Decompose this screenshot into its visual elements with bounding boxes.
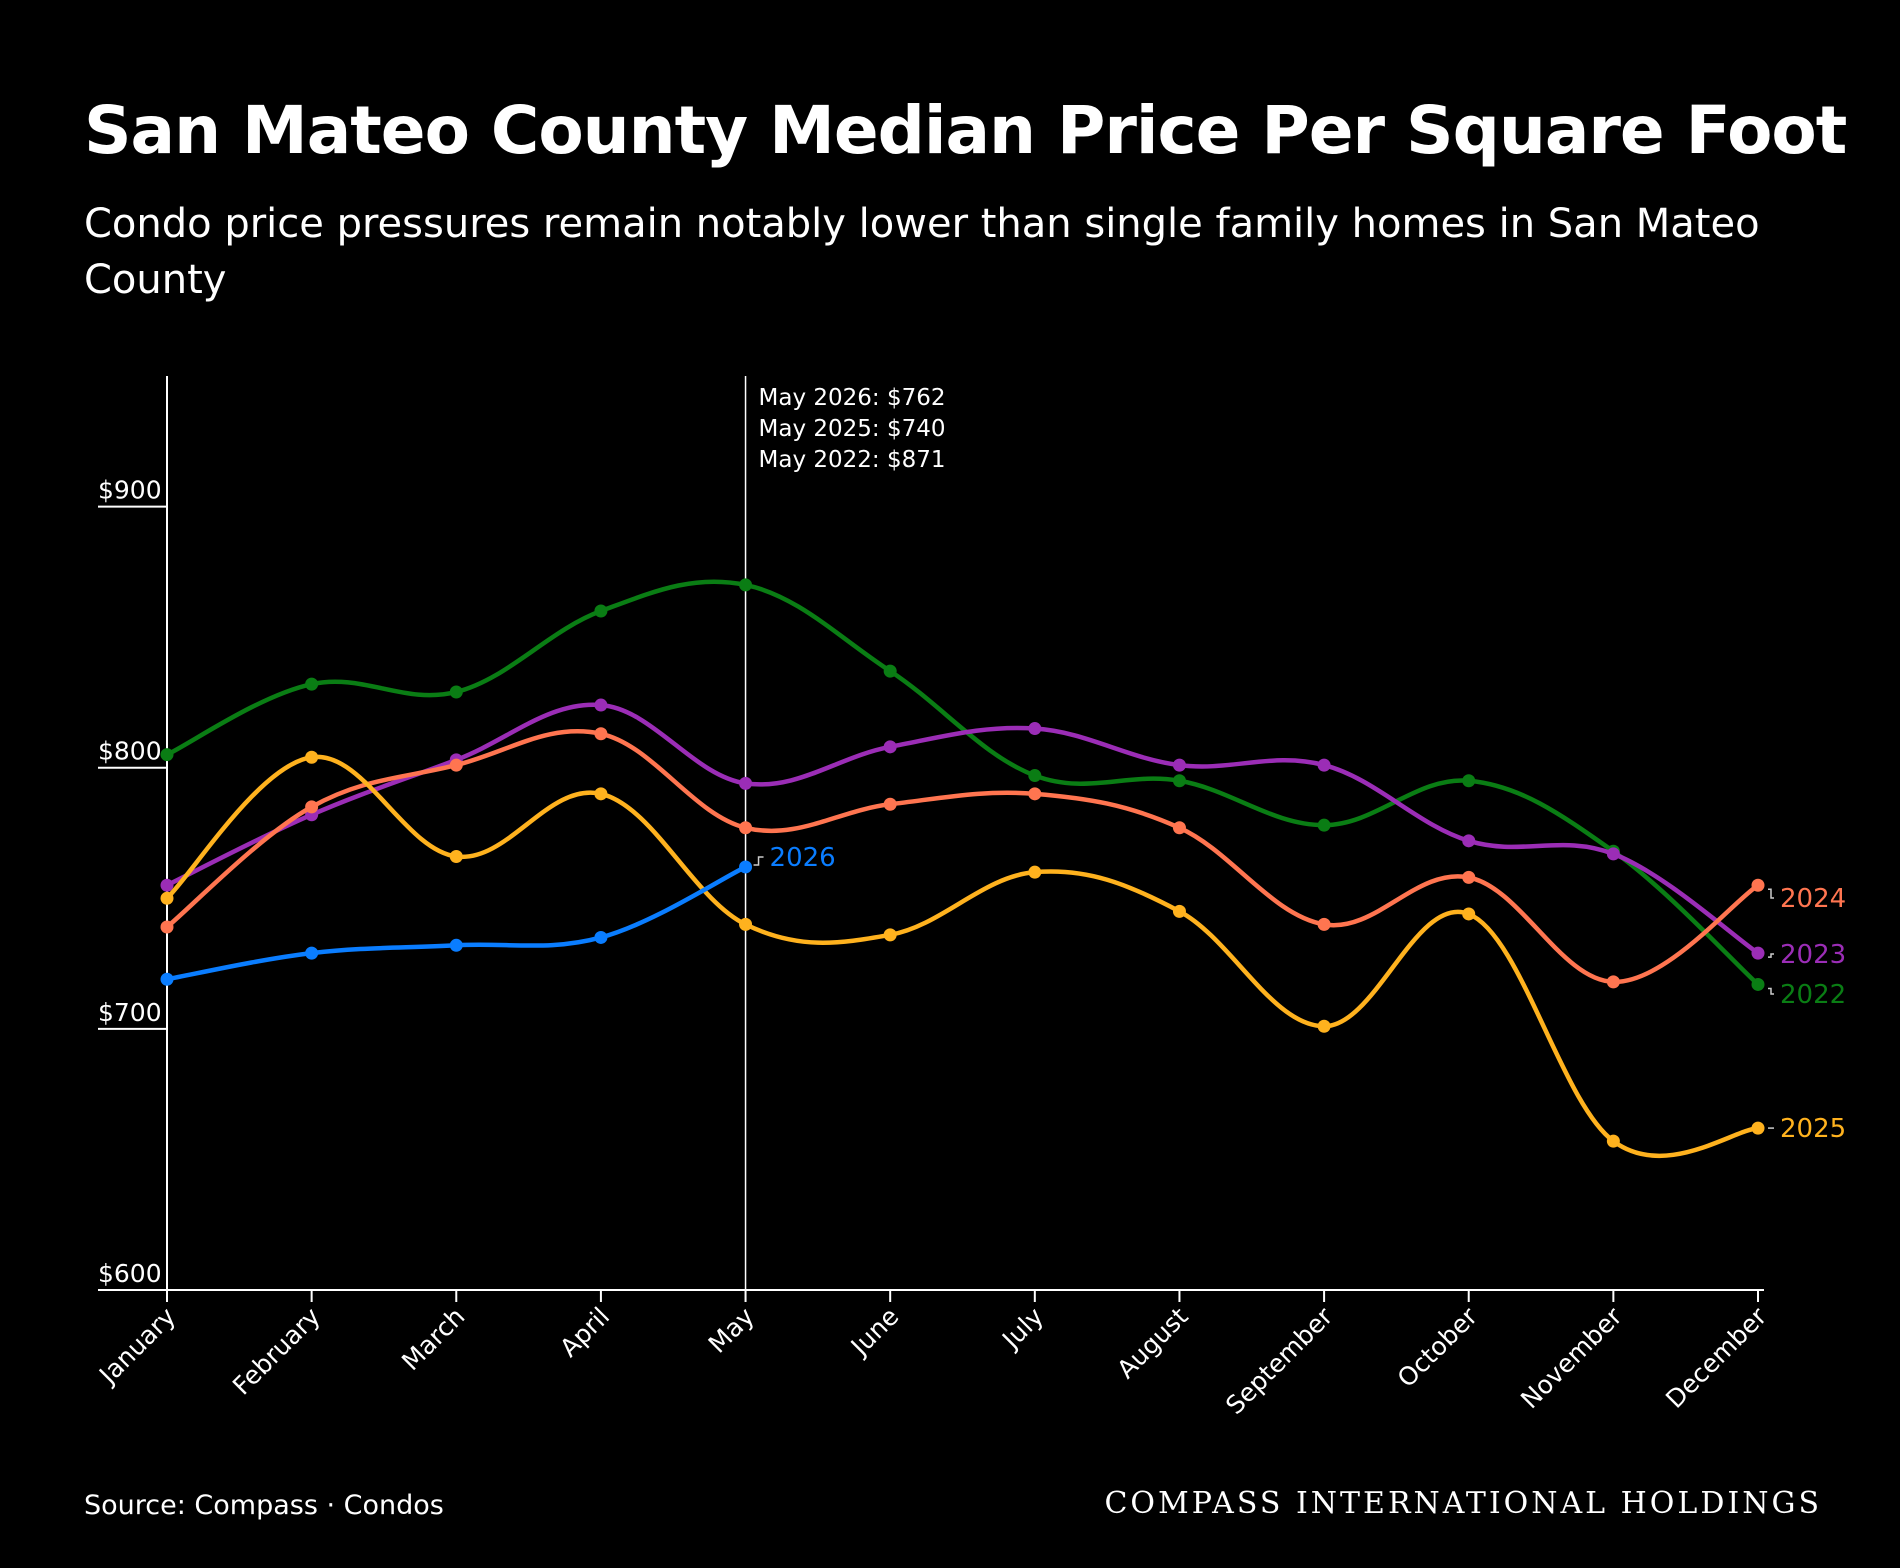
data-point-2022 xyxy=(1172,774,1186,788)
series-label-2024: 2024 xyxy=(1768,884,1846,914)
series-label-leader xyxy=(1768,888,1774,899)
data-point-2023 xyxy=(883,740,897,754)
data-point-2026 xyxy=(160,972,174,986)
x-tick-label: May xyxy=(703,1302,760,1359)
data-point-2024 xyxy=(594,727,608,741)
source-note: Source: Compass · Condos xyxy=(84,1490,444,1521)
data-point-2022 xyxy=(883,664,897,678)
data-point-2023 xyxy=(160,878,174,892)
series-label-text: 2022 xyxy=(1780,980,1846,1010)
x-tick-label: July xyxy=(995,1302,1049,1356)
series-line-2024 xyxy=(164,728,1761,985)
data-point-2023 xyxy=(1462,834,1476,848)
x-tick-label: October xyxy=(1392,1301,1484,1393)
data-point-2025 xyxy=(883,928,897,942)
x-tick-label: November xyxy=(1515,1301,1628,1414)
x-tick-label: September xyxy=(1220,1301,1339,1420)
x-tick-label: June xyxy=(844,1302,904,1362)
data-point-2022 xyxy=(305,677,319,691)
chart-subtitle: Condo price pressures remain notably low… xyxy=(84,201,1760,303)
data-point-2024 xyxy=(449,758,463,772)
data-point-2026 xyxy=(739,860,753,874)
data-point-2024 xyxy=(1462,870,1476,884)
data-point-2022 xyxy=(594,604,608,618)
data-point-2022 xyxy=(160,748,174,762)
data-point-2023 xyxy=(1172,758,1186,772)
x-tick-label: April xyxy=(554,1302,615,1363)
hover-tooltip-line: May 2025: $740 xyxy=(759,416,946,442)
data-point-2025 xyxy=(305,750,319,764)
series-line-2025 xyxy=(164,754,1761,1159)
data-point-2024 xyxy=(883,797,897,811)
series-line-2023 xyxy=(164,702,1761,956)
data-point-2022 xyxy=(449,685,463,699)
y-tick-label: $900 xyxy=(98,476,162,505)
y-tick-label: $600 xyxy=(98,1259,162,1288)
series-label-2022: 2022 xyxy=(1768,980,1846,1010)
data-point-2023 xyxy=(1751,946,1765,960)
x-tick-label: December xyxy=(1660,1301,1773,1414)
hover-tooltip-line: May 2022: $871 xyxy=(759,447,946,473)
series-label-text: 2024 xyxy=(1780,884,1846,914)
data-point-2025 xyxy=(1751,1121,1765,1135)
data-point-2022 xyxy=(1751,977,1765,991)
series-label-leader xyxy=(1768,953,1774,958)
data-point-2024 xyxy=(1317,917,1331,931)
series-label-text: 2023 xyxy=(1780,940,1846,970)
data-point-2022 xyxy=(739,578,753,592)
data-point-2024 xyxy=(1606,975,1620,989)
series-label-2023: 2023 xyxy=(1768,940,1846,970)
data-point-2026 xyxy=(594,930,608,944)
y-tick-label: $800 xyxy=(98,737,162,766)
data-point-2023 xyxy=(739,776,753,790)
data-point-2024 xyxy=(1028,787,1042,801)
data-point-2025 xyxy=(739,917,753,931)
series-line-2026 xyxy=(164,864,748,982)
data-point-2026 xyxy=(305,946,319,960)
series-line-2022 xyxy=(164,579,1761,987)
data-point-2024 xyxy=(305,800,319,814)
data-point-2025 xyxy=(160,891,174,905)
data-point-2022 xyxy=(1028,769,1042,783)
data-point-2024 xyxy=(160,920,174,934)
data-point-2024 xyxy=(739,821,753,835)
series-label-2026: 2026 xyxy=(753,843,836,873)
series-label-leader xyxy=(1768,987,1774,995)
data-point-2025 xyxy=(1028,865,1042,879)
data-point-2023 xyxy=(1028,722,1042,736)
data-point-2024 xyxy=(1751,878,1765,892)
data-point-2025 xyxy=(594,787,608,801)
series-label-text: 2025 xyxy=(1780,1114,1846,1144)
data-point-2022 xyxy=(1317,818,1331,832)
x-tick-label: February xyxy=(227,1302,326,1401)
data-point-2025 xyxy=(1317,1019,1331,1033)
series-label-2025: 2025 xyxy=(1768,1114,1846,1144)
series-label-leader xyxy=(753,856,764,866)
data-point-2026 xyxy=(449,938,463,952)
data-point-2022 xyxy=(1462,774,1476,788)
data-point-2023 xyxy=(594,698,608,712)
hover-tooltip-line: May 2026: $762 xyxy=(759,385,946,411)
x-tick-label: August xyxy=(1111,1302,1194,1385)
x-tick-label: March xyxy=(396,1302,470,1376)
data-point-2025 xyxy=(1462,907,1476,921)
y-tick-label: $700 xyxy=(98,998,162,1027)
data-point-2023 xyxy=(1317,758,1331,772)
data-point-2023 xyxy=(1606,847,1620,861)
x-tick-label: January xyxy=(92,1302,181,1391)
data-point-2025 xyxy=(1606,1134,1620,1148)
series-label-text: 2026 xyxy=(770,843,836,873)
data-point-2024 xyxy=(1172,821,1186,835)
data-point-2025 xyxy=(449,850,463,864)
chart-title: San Mateo County Median Price Per Square… xyxy=(84,92,1847,169)
brand-logo-text: COMPASS INTERNATIONAL HOLDINGS xyxy=(1104,1486,1822,1521)
data-point-2025 xyxy=(1172,904,1186,918)
